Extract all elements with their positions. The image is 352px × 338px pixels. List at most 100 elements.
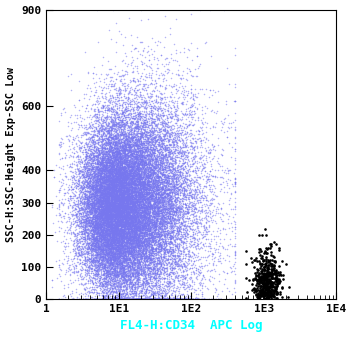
- Point: [153, 194, 158, 199]
- Point: [97, 161, 103, 166]
- Point: [115, 181, 121, 187]
- Point: [188, 220, 194, 225]
- Point: [109, 175, 115, 181]
- Point: [86, 183, 92, 189]
- Point: [104, 184, 109, 189]
- Point: [121, 228, 127, 233]
- Point: [111, 185, 117, 190]
- Point: [138, 7, 144, 12]
- Point: [101, 237, 106, 242]
- Point: [180, 208, 186, 213]
- Point: [191, 115, 196, 120]
- Point: [144, 227, 150, 233]
- Point: [127, 237, 133, 243]
- Point: [92, 222, 97, 228]
- Point: [104, 279, 109, 285]
- Point: [140, 120, 145, 126]
- Point: [146, 184, 152, 189]
- Point: [268, 241, 274, 246]
- Point: [160, 208, 165, 213]
- Point: [133, 199, 139, 204]
- Point: [111, 185, 117, 191]
- Point: [153, 122, 159, 127]
- Point: [185, 283, 191, 289]
- Point: [117, 192, 122, 198]
- Point: [134, 258, 140, 263]
- Point: [81, 286, 87, 291]
- Point: [96, 225, 102, 230]
- Point: [154, 148, 159, 153]
- Point: [83, 242, 89, 248]
- Point: [129, 197, 134, 202]
- Point: [155, 215, 161, 221]
- Point: [131, 265, 137, 271]
- Point: [124, 296, 129, 302]
- Point: [140, 225, 146, 230]
- Point: [90, 200, 95, 206]
- Point: [98, 218, 103, 223]
- Point: [162, 232, 168, 237]
- Point: [140, 209, 146, 214]
- Point: [122, 158, 128, 163]
- Point: [111, 183, 116, 189]
- Point: [136, 187, 142, 192]
- Point: [132, 143, 137, 148]
- Point: [82, 254, 88, 259]
- Point: [153, 225, 158, 231]
- Point: [124, 231, 130, 236]
- Point: [133, 203, 138, 209]
- Point: [179, 240, 185, 245]
- Point: [110, 245, 115, 251]
- Point: [152, 221, 157, 226]
- Point: [269, 286, 274, 292]
- Point: [182, 224, 188, 229]
- Point: [125, 105, 131, 111]
- Point: [260, 277, 266, 282]
- Point: [175, 220, 181, 226]
- Point: [122, 176, 128, 182]
- Point: [125, 260, 131, 266]
- Point: [115, 166, 120, 171]
- Point: [205, 176, 211, 181]
- Point: [122, 276, 127, 281]
- Point: [138, 198, 144, 204]
- Point: [116, 166, 122, 172]
- Point: [208, 267, 214, 272]
- Point: [96, 186, 102, 191]
- Point: [98, 226, 103, 232]
- Point: [172, 99, 178, 104]
- Point: [124, 211, 130, 216]
- Point: [171, 186, 177, 191]
- Point: [147, 166, 153, 172]
- Point: [128, 237, 133, 243]
- Point: [63, 174, 69, 179]
- Point: [79, 150, 84, 155]
- Point: [163, 131, 169, 137]
- Point: [109, 194, 115, 199]
- Point: [157, 236, 163, 242]
- Point: [155, 233, 161, 238]
- Point: [95, 213, 101, 219]
- Point: [107, 197, 113, 202]
- Point: [98, 177, 103, 182]
- Point: [101, 141, 107, 146]
- Point: [140, 176, 145, 181]
- Point: [156, 207, 162, 212]
- Point: [267, 272, 273, 277]
- Point: [149, 234, 155, 239]
- Point: [160, 218, 166, 224]
- Point: [67, 194, 73, 199]
- Point: [120, 214, 126, 219]
- Point: [98, 191, 103, 196]
- Point: [94, 264, 99, 269]
- Point: [119, 204, 125, 210]
- Point: [145, 204, 150, 210]
- Point: [91, 154, 97, 160]
- Point: [127, 197, 133, 203]
- Point: [115, 217, 120, 222]
- Point: [121, 212, 126, 218]
- Point: [137, 232, 143, 238]
- Point: [105, 155, 110, 160]
- Point: [122, 201, 128, 207]
- Point: [101, 151, 106, 156]
